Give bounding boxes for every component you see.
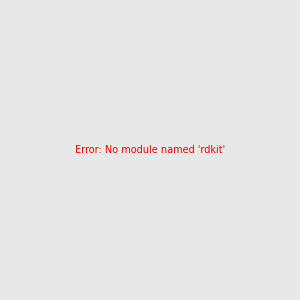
Text: Error: No module named 'rdkit': Error: No module named 'rdkit' [75, 145, 225, 155]
